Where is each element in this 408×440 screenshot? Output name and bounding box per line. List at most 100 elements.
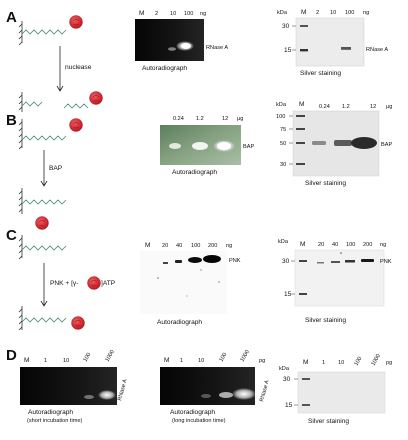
panel-label: A xyxy=(6,9,17,26)
lane-label: 12 xyxy=(222,116,228,122)
silver-stain-b: kDa M 0.24 1.2 12 µg 100 75 50 30 BAP Si… xyxy=(276,101,392,187)
step-label: nuclease xyxy=(65,64,92,71)
step-label: BAP xyxy=(49,165,63,172)
marker-lane-label: M xyxy=(299,101,304,108)
panel-b: B BAP 0.24 1.2 12 µg BAP Autoradiograph … xyxy=(6,101,392,230)
kda-mark: 30 xyxy=(282,258,290,265)
gel-image xyxy=(297,371,386,414)
lane-label: 100 xyxy=(219,352,229,363)
radiolabel-probe-icon xyxy=(69,118,83,132)
band-label: RNase A xyxy=(366,47,388,53)
band xyxy=(351,137,377,149)
gel-caption: Silver staining xyxy=(305,317,346,324)
lane-label: 40 xyxy=(332,242,338,248)
kda-label: kDa xyxy=(279,366,290,372)
panel-a: A nuclease M 2 10 100 ng RNase A Autorad… xyxy=(6,9,388,112)
panel-c: C PNK + [γ- ]ATP M 20 40 100 200 ng PNK xyxy=(6,227,392,331)
kda-mark: 75 xyxy=(280,127,286,133)
unit-label: ng xyxy=(200,11,206,17)
unit-label: ng xyxy=(380,242,386,248)
band-label: BAP xyxy=(243,144,254,150)
silver-stain-a: kDa M 2 10 100 ng 30 15 RNase A Silver s… xyxy=(277,9,388,77)
radiolabel-probe-icon xyxy=(69,15,83,29)
band xyxy=(203,255,221,263)
panel-label: C xyxy=(6,227,17,244)
gel-image xyxy=(135,19,204,61)
autoradiograph-d-long: M 1 10 100 1000 pg RNase A Autoradiograp… xyxy=(160,349,271,424)
step-label-prefix: PNK + [γ- xyxy=(50,280,78,287)
band xyxy=(188,257,202,263)
lane-label: 1.2 xyxy=(342,104,350,110)
silver-stain-d: kDa M 1 10 100 1000 pg 30 15 Silver stai… xyxy=(279,353,392,425)
gel-caption: Autoradiograph xyxy=(170,409,215,416)
gel-image xyxy=(20,367,117,405)
lane-label: 10 xyxy=(63,358,69,364)
unit-label: pg xyxy=(259,358,265,364)
band-label: RNase A xyxy=(117,378,129,401)
lane-label: 10 xyxy=(338,360,344,366)
scheme-a: nuclease xyxy=(18,15,103,112)
scheme-c: PNK + [γ- ]ATP xyxy=(18,235,116,331)
band xyxy=(219,392,233,398)
band-label: RNase A xyxy=(259,379,271,402)
band xyxy=(334,140,352,146)
lane-label: 0.24 xyxy=(319,104,330,110)
kda-label: kDa xyxy=(277,10,288,16)
lane-label: 1000 xyxy=(105,349,116,363)
lane-label: 100 xyxy=(346,242,355,248)
released-probe-icon xyxy=(35,216,49,230)
lane-label: 0.24 xyxy=(173,116,184,122)
lane-label: 100 xyxy=(354,356,364,367)
lane-label: 1 xyxy=(180,358,183,364)
band xyxy=(169,143,181,149)
band xyxy=(175,260,182,263)
lane-label: 1000 xyxy=(240,349,251,363)
band xyxy=(232,388,256,400)
kda-mark: 30 xyxy=(283,376,291,383)
panel-label: B xyxy=(6,112,17,129)
lane-label: 10 xyxy=(198,358,204,364)
band xyxy=(345,260,355,263)
lane-label: 100 xyxy=(191,243,200,249)
band-label: RNase A xyxy=(206,45,228,51)
radiolabel-probe-icon xyxy=(87,276,101,290)
panel-d: D M 1 10 100 1000 RNase A Autoradiograph… xyxy=(6,347,392,425)
band xyxy=(317,262,324,264)
marker-lane-label: M xyxy=(300,241,305,248)
lane-label: 100 xyxy=(184,11,193,17)
lane-label: 200 xyxy=(208,243,217,249)
unit-label: µg xyxy=(386,104,392,110)
lane-label: 200 xyxy=(363,242,372,248)
kda-mark: 100 xyxy=(276,114,285,120)
lane-label: 1000 xyxy=(371,353,382,367)
gel-caption: Silver staining xyxy=(300,70,341,77)
lane-label: 20 xyxy=(162,243,168,249)
marker-lane-label: M xyxy=(303,359,308,366)
lane-label: 20 xyxy=(318,242,324,248)
scheme-b: BAP xyxy=(18,118,83,230)
kda-mark: 15 xyxy=(285,402,293,409)
band xyxy=(312,141,326,145)
released-probe-icon xyxy=(89,91,103,105)
band xyxy=(163,262,168,264)
lane-label: 40 xyxy=(176,243,182,249)
labeled-probe-icon xyxy=(71,316,85,330)
lane-label: 1 xyxy=(322,360,325,366)
marker-lane-label: M xyxy=(24,357,29,364)
lane-label: 1.2 xyxy=(196,116,204,122)
kda-mark: 30 xyxy=(280,162,286,168)
gel-image xyxy=(294,249,385,307)
lane-label: 10 xyxy=(330,10,336,16)
band xyxy=(361,259,374,262)
band xyxy=(192,142,208,150)
marker-lane-label: M xyxy=(145,242,150,249)
gel-caption: Silver staining xyxy=(308,418,349,425)
kda-mark: 30 xyxy=(282,23,290,30)
kda-label: kDa xyxy=(278,239,289,245)
gel-caption: Autoradiograph xyxy=(142,65,187,72)
gel-caption: Autoradiograph xyxy=(172,169,217,176)
gel-caption: Autoradiograph xyxy=(157,319,202,326)
autoradiograph-b: 0.24 1.2 12 µg BAP Autoradiograph xyxy=(160,116,254,176)
lane-label: 100 xyxy=(345,10,354,16)
autoradiograph-a: M 2 10 100 ng RNase A Autoradiograph xyxy=(135,10,228,72)
